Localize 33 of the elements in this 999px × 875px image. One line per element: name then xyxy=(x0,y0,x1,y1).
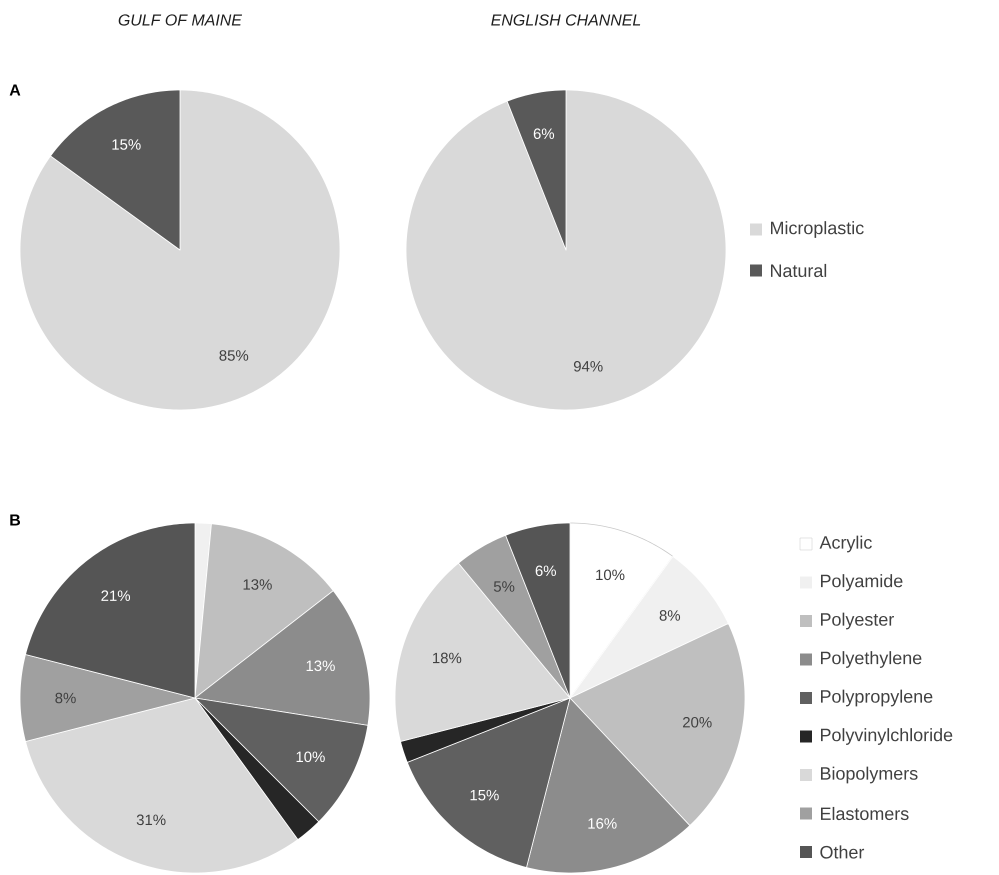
chart-title: GULF OF MAINE xyxy=(118,14,242,26)
legend-label: Biopolymers xyxy=(820,766,918,784)
data-label: 13% xyxy=(244,579,272,590)
data-label: 15% xyxy=(112,139,141,150)
data-label: 10% xyxy=(296,752,325,762)
text: B xyxy=(10,514,20,526)
data-label: 5% xyxy=(494,581,514,592)
legend-label: Polyamide xyxy=(820,574,902,591)
data-label: 6% xyxy=(534,128,554,139)
legend-label: Polypropylene xyxy=(820,690,932,706)
data-label: 8% xyxy=(55,692,76,704)
text: A xyxy=(10,84,20,96)
data-label: 6% xyxy=(536,565,556,576)
legend-label: Elastomers xyxy=(820,806,909,820)
legend-label: Natural xyxy=(770,264,826,278)
data-label: 21% xyxy=(101,590,130,601)
legend-label: Polyester xyxy=(820,612,894,630)
data-label: 13% xyxy=(306,660,335,672)
legend-label: Microplastic xyxy=(770,221,864,238)
data-label: 20% xyxy=(683,716,712,728)
data-label: 85% xyxy=(219,350,248,361)
legend-label: Acrylic xyxy=(820,536,872,552)
data-label: 10% xyxy=(596,570,624,580)
legend-label: Polyethylene xyxy=(820,651,922,668)
data-label: 8% xyxy=(660,610,680,621)
data-label: 31% xyxy=(136,814,166,826)
data-label: 16% xyxy=(588,818,617,829)
data-label: 15% xyxy=(470,790,499,800)
chart-title: ENGLISH CHANNEL xyxy=(491,14,640,26)
legend-label: Polyvinylchloride xyxy=(820,728,952,745)
legend-label: Other xyxy=(820,845,864,859)
data-label: 94% xyxy=(574,361,603,372)
data-label: 18% xyxy=(433,652,462,664)
